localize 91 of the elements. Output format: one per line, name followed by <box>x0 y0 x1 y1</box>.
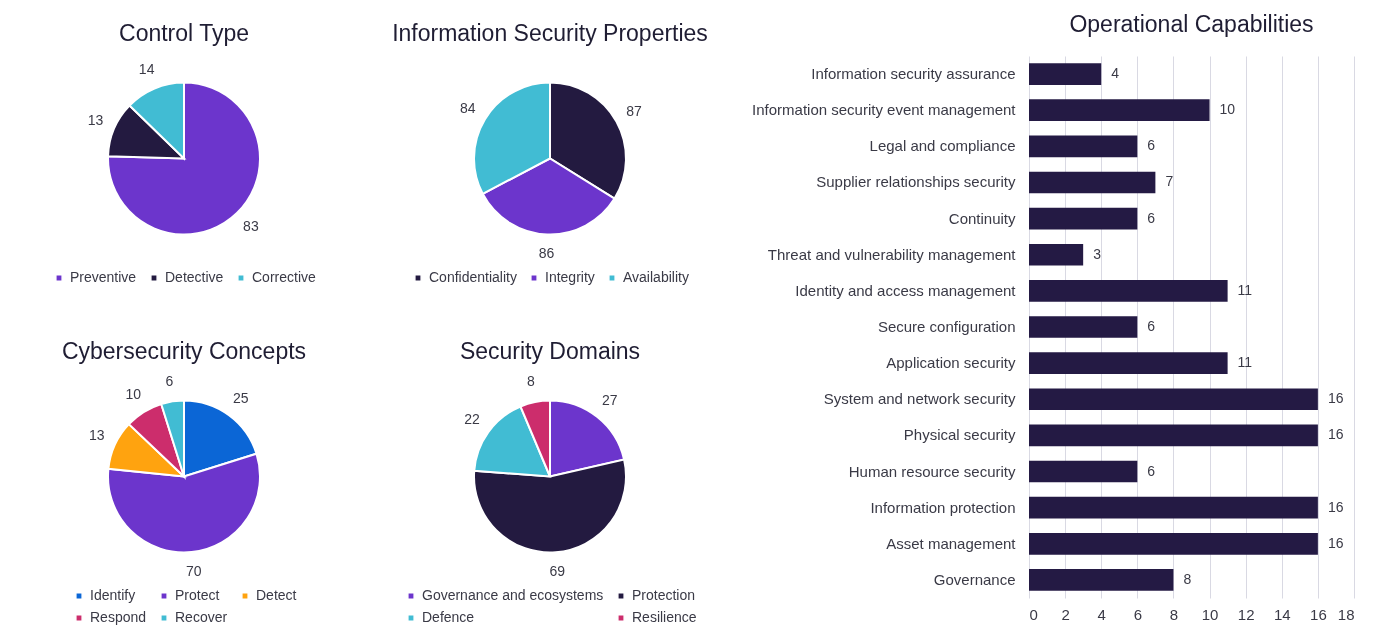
data-label: 83 <box>243 218 259 235</box>
data-label: 6 <box>1147 318 1156 334</box>
x-tick-label: 2 <box>1061 605 1070 623</box>
y-tick-label: Information security event management <box>752 101 1017 119</box>
legend-label: Resilience <box>632 609 697 625</box>
data-label: 16 <box>1327 534 1344 551</box>
data-label: 87 <box>626 102 642 119</box>
legend-label: Detect <box>256 587 297 603</box>
y-tick-label: Application security <box>886 354 1016 372</box>
data-label: 16 <box>1327 498 1344 515</box>
data-label: 13 <box>88 427 105 444</box>
pie-slice <box>107 81 261 236</box>
data-label: 27 <box>602 392 618 409</box>
bar <box>1029 63 1102 85</box>
data-label: 14 <box>138 61 155 78</box>
chart-title: Cybersecurity Concepts <box>61 338 307 364</box>
data-label: 7 <box>1165 173 1174 190</box>
bar <box>1029 352 1228 374</box>
data-label: 8 <box>527 373 536 390</box>
legend-label: Protect <box>175 587 220 603</box>
x-tick-label: 8 <box>1169 605 1179 623</box>
data-label: 6 <box>1147 209 1156 226</box>
y-tick-label: Human resource security <box>848 462 1016 480</box>
data-label: 25 <box>233 390 249 407</box>
data-label: 13 <box>87 112 104 129</box>
bar <box>1029 207 1138 230</box>
legend-label: Integrity <box>545 269 595 285</box>
chart-title: Information Security Properties <box>392 20 708 46</box>
y-tick-label: Physical security <box>903 426 1016 444</box>
x-tick-label: 12 <box>1237 605 1255 623</box>
data-label: 16 <box>1327 426 1344 443</box>
data-label: 22 <box>464 411 481 428</box>
data-label: 8 <box>1183 570 1192 587</box>
bar <box>1029 460 1138 483</box>
data-label: 6 <box>1147 462 1156 479</box>
chart-title: Security Domains <box>459 338 641 364</box>
data-label: 86 <box>538 245 555 262</box>
bar <box>1029 243 1084 266</box>
legend-label: Defence <box>422 609 475 625</box>
data-label: 16 <box>1327 390 1344 407</box>
bar <box>1029 99 1210 122</box>
data-label: 3 <box>1093 245 1102 262</box>
legend-label: Corrective <box>252 269 317 285</box>
x-tick-label: 14 <box>1273 605 1291 623</box>
data-label: 84 <box>460 99 476 116</box>
data-label: 11 <box>1237 354 1253 371</box>
y-tick-label: Supplier relationships security <box>816 173 1016 191</box>
y-tick-label: Governance <box>933 570 1016 588</box>
legend-label: Governance and ecosystems <box>422 587 604 603</box>
x-tick-label: 6 <box>1133 605 1143 623</box>
y-tick-label: Asset management <box>886 534 1017 552</box>
legend-label: Detective <box>165 269 224 285</box>
bar <box>1029 171 1156 194</box>
data-label: 69 <box>549 563 566 580</box>
y-tick-label: System and network security <box>823 390 1016 408</box>
bar <box>1029 135 1138 158</box>
y-tick-label: Information security assurance <box>811 65 1016 83</box>
data-label: 6 <box>1147 137 1156 154</box>
bar <box>1029 532 1318 555</box>
y-tick-label: Legal and compliance <box>869 137 1016 155</box>
data-label: 70 <box>185 563 202 580</box>
legend-label: Identify <box>90 587 136 603</box>
legend-label: Availability <box>623 269 689 285</box>
y-tick-label: Identity and access management <box>795 281 1017 299</box>
bar <box>1029 388 1318 411</box>
y-tick-label: Threat and vulnerability management <box>767 245 1017 263</box>
bar <box>1029 316 1138 338</box>
bar <box>1029 496 1318 519</box>
legend-label: Recover <box>175 609 228 625</box>
data-label: 4 <box>1111 65 1120 82</box>
bar <box>1029 569 1174 591</box>
bar <box>1029 424 1318 447</box>
legend-label: Respond <box>90 609 147 625</box>
legend-label: Preventive <box>70 269 137 285</box>
x-tick-label: 16 <box>1310 605 1327 623</box>
y-tick-label: Continuity <box>948 209 1016 227</box>
data-label: 6 <box>165 372 174 389</box>
chart-title: Operational Capabilities <box>1069 11 1314 37</box>
y-tick-label: Secure configuration <box>877 318 1016 335</box>
x-tick-label: 18 <box>1337 605 1355 623</box>
x-tick-label: 4 <box>1097 605 1106 623</box>
legend-label: Confidentiality <box>429 269 517 285</box>
data-label: 11 <box>1237 281 1253 298</box>
data-label: 10 <box>1219 101 1236 118</box>
y-tick-label: Information protection <box>870 498 1016 516</box>
x-tick-label: 0 <box>1029 605 1038 623</box>
data-label: 10 <box>125 386 142 403</box>
x-tick-label: 10 <box>1201 605 1219 623</box>
chart-title: Control Type <box>119 20 249 46</box>
bar <box>1029 280 1228 302</box>
legend-label: Protection <box>632 587 696 603</box>
